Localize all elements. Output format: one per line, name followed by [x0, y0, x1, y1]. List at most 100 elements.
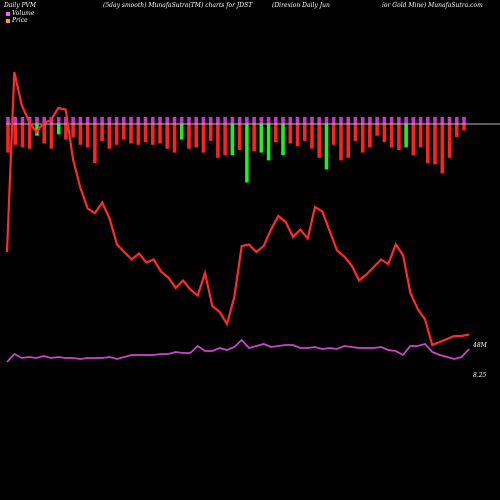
volume-bar-top [172, 117, 177, 124]
volume-bar-top [404, 117, 408, 124]
volume-bar [303, 124, 307, 141]
volume-bar [259, 124, 264, 153]
volume-bar [245, 124, 249, 183]
volume-bar-top [324, 117, 329, 124]
volume-bar [56, 124, 61, 135]
volume-bar-top [208, 117, 213, 124]
volume-bar-top [317, 117, 321, 124]
volume-bar [151, 124, 155, 145]
volume-bar-top [85, 117, 90, 124]
volume-bar [237, 124, 242, 150]
volume-bar [42, 124, 46, 144]
volume-bar [64, 124, 68, 140]
volume-bar [179, 124, 184, 140]
volume-bar [331, 124, 336, 145]
volume-bar [462, 124, 466, 131]
volume-bar-top [223, 117, 227, 124]
volume-bar-top [266, 117, 271, 124]
legend-price-label: Price [12, 17, 28, 24]
volume-bar [216, 124, 220, 158]
volume-bar [397, 124, 401, 150]
volume-bar [288, 124, 293, 144]
volume-bar [100, 124, 104, 141]
volume-bar-top [42, 117, 46, 124]
volume-bar-top [382, 117, 387, 124]
legend-volume-label: Volume [12, 10, 35, 17]
volume-bar-top [288, 117, 293, 124]
volume-bar-top [397, 117, 401, 124]
volume-bar [252, 124, 256, 152]
volume-bar [360, 124, 365, 153]
volume-bar [368, 124, 372, 148]
volume-bar [20, 124, 25, 148]
volume-bar-top [216, 117, 220, 124]
volume-bar [107, 124, 112, 149]
volume-bar [295, 124, 300, 147]
volume-bar-top [122, 117, 126, 124]
volume-bar [122, 124, 126, 140]
volume-bar-top [230, 117, 235, 124]
volume-bar-top [100, 117, 104, 124]
volume-bar-top [346, 117, 350, 124]
chart-header-company-a: (Direxion Daily Jun [272, 2, 330, 9]
volume-bar-top [194, 117, 198, 124]
volume-bar [27, 124, 32, 149]
volume-bar-top [375, 117, 379, 124]
volume-bar [281, 124, 285, 156]
volume-bar-top [64, 117, 68, 124]
volume-bar-top [368, 117, 372, 124]
volume-bar [71, 124, 75, 137]
volume-bar [404, 124, 408, 148]
volume-bar [78, 124, 83, 145]
volume-bar [85, 124, 90, 148]
volume-bar [172, 124, 177, 153]
volume-bar-top [360, 117, 365, 124]
legend-price: Price [6, 17, 28, 24]
volume-bar-top [295, 117, 300, 124]
volume-bar-top [433, 117, 437, 124]
volume-bar-top [339, 117, 343, 124]
volume-bar [93, 124, 97, 163]
volume-bar-top [93, 117, 97, 124]
volume-bar-top [56, 117, 61, 124]
legend-volume: Volume [6, 10, 34, 17]
volume-bar [143, 124, 148, 143]
chart-header-smooth: (5day smooth) MunafaSutra(TM) charts for… [103, 2, 253, 9]
volume-bar-top [136, 117, 141, 124]
legend-volume-swatch [6, 11, 10, 16]
volume-bar [389, 124, 394, 148]
volume-bar [353, 124, 358, 141]
chart-header-left: Daily PVM [4, 2, 37, 9]
volume-bar-top [274, 117, 278, 124]
volume-bar-top [35, 117, 39, 124]
volume-bar-top [114, 117, 119, 124]
volume-bar [266, 124, 271, 161]
volume-bar [447, 124, 452, 158]
volume-bar-top [447, 117, 452, 124]
volume-bar [339, 124, 343, 161]
volume-bar-top [201, 117, 206, 124]
volume-bar-top [411, 117, 416, 124]
volume-bar [346, 124, 350, 158]
volume-axis-label: 48M [472, 342, 488, 349]
volume-bar [208, 124, 213, 141]
volume-bar [114, 124, 119, 145]
volume-bar [187, 124, 191, 149]
volume-bar-top [143, 117, 148, 124]
volume-bar [230, 124, 235, 156]
volume-bar-top [303, 117, 307, 124]
volume-bar-top [281, 117, 285, 124]
volume-bar-top [129, 117, 133, 124]
legend-price-swatch [6, 18, 10, 23]
chart-header-company-b: ior Gold Mine) MunafaSutra.com [382, 2, 483, 9]
volume-bar [375, 124, 379, 136]
volume-bar [158, 124, 162, 144]
volume-bar [223, 124, 227, 156]
volume-bar-top [20, 117, 25, 124]
volume-bar-top [331, 117, 336, 124]
volume-bar-top [158, 117, 162, 124]
volume-bar-top [13, 117, 17, 124]
volume-bar-top [418, 117, 423, 124]
volume-bar-top [252, 117, 256, 124]
volume-bar-top [245, 117, 249, 124]
